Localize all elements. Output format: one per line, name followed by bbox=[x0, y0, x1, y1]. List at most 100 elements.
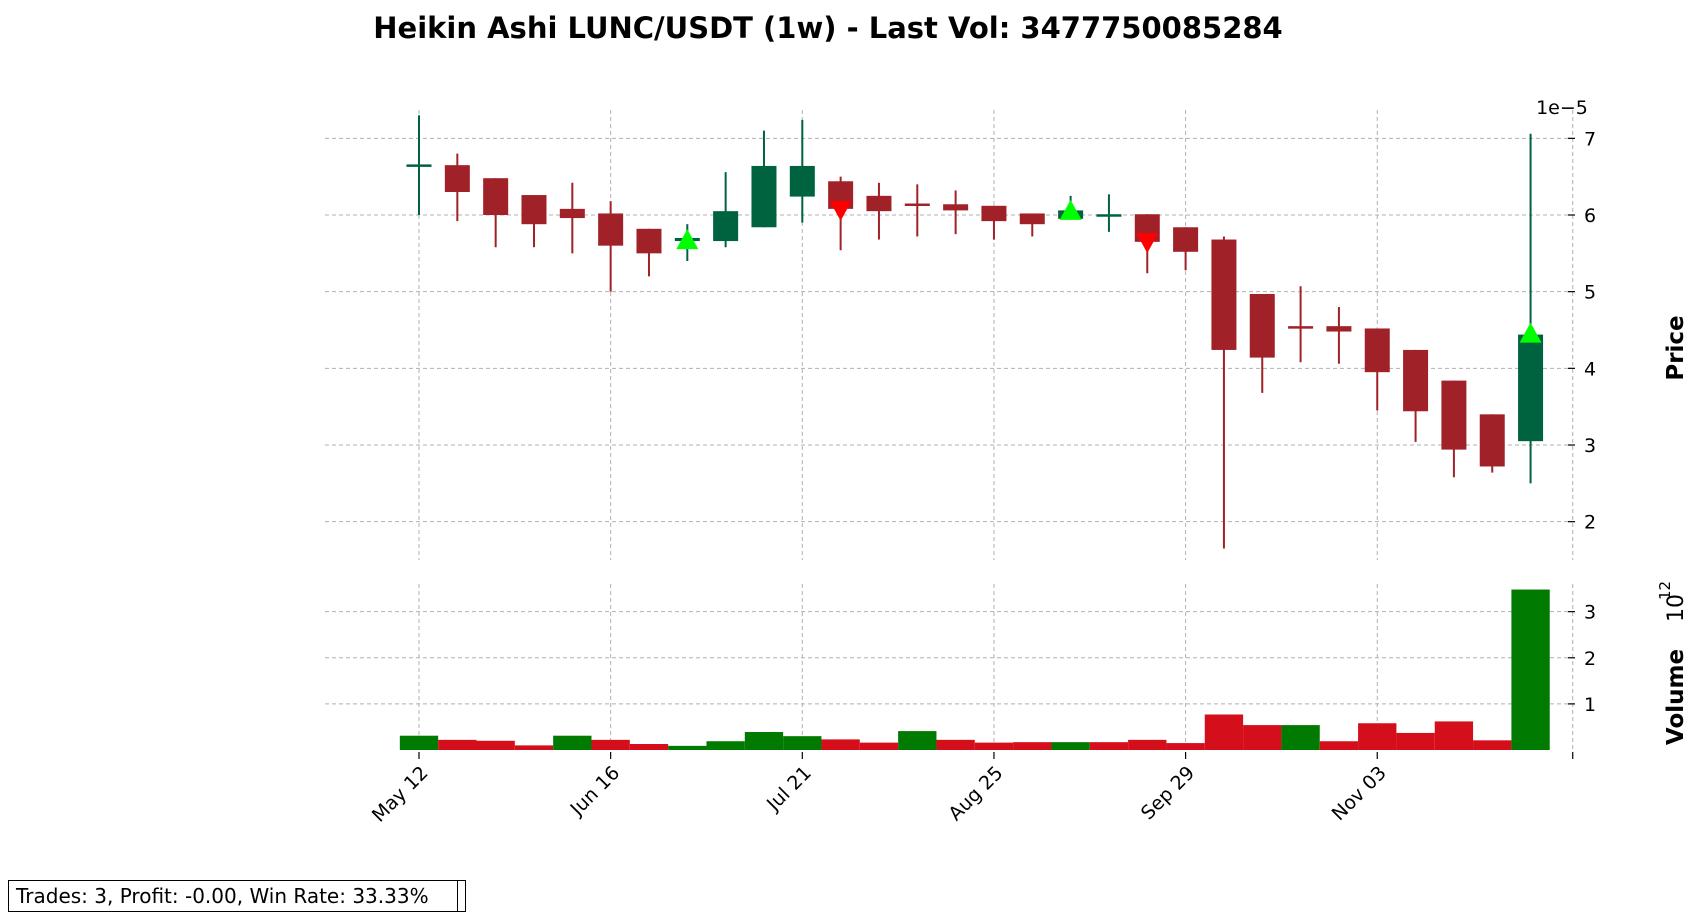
volume-bar bbox=[706, 741, 745, 750]
trade-summary-box: Trades: 3, Profit: -0.00, Win Rate: 33.3… bbox=[8, 880, 458, 912]
volume-bar bbox=[859, 742, 899, 750]
volume-bar bbox=[553, 735, 592, 750]
sell-marker bbox=[1136, 233, 1159, 254]
candle-body bbox=[1096, 214, 1122, 217]
candle bbox=[598, 201, 624, 292]
candle bbox=[1479, 414, 1505, 473]
volume-bar bbox=[629, 744, 669, 750]
volume-tick-label: 3 bbox=[1584, 602, 1596, 624]
candle bbox=[1518, 133, 1544, 484]
price-tick-label: 5 bbox=[1584, 282, 1596, 304]
candle-body bbox=[1288, 326, 1314, 329]
volume-bar bbox=[974, 742, 1014, 750]
candle bbox=[483, 178, 509, 248]
candle bbox=[1364, 328, 1390, 411]
candle-body bbox=[521, 195, 547, 225]
volume-bar bbox=[1511, 589, 1550, 750]
volume-tick-label: 2 bbox=[1584, 648, 1596, 670]
volume-bar bbox=[744, 732, 784, 750]
price-axis-label: Price bbox=[1663, 315, 1689, 380]
x-tick-label: Jul 21 bbox=[762, 762, 816, 816]
volume-bar bbox=[783, 736, 822, 750]
candle-body bbox=[904, 203, 930, 206]
volume-offset-exponent: 12 bbox=[1656, 581, 1674, 600]
volume-axis: 1 2 3 bbox=[1568, 602, 1596, 716]
volume-bar bbox=[1473, 740, 1512, 750]
volume-bar bbox=[1434, 721, 1474, 750]
candle bbox=[981, 205, 1007, 240]
candle-body bbox=[751, 165, 777, 228]
buy-marker bbox=[1519, 322, 1542, 343]
candle bbox=[1403, 349, 1429, 442]
trade-markers bbox=[676, 199, 1542, 343]
volume-bar bbox=[1319, 741, 1359, 750]
candle bbox=[904, 184, 930, 237]
candle-body bbox=[636, 228, 662, 254]
candle-body bbox=[981, 205, 1007, 222]
candle bbox=[866, 182, 892, 240]
x-tick-label: May 12 bbox=[368, 762, 433, 827]
buy-marker bbox=[676, 229, 699, 250]
candle bbox=[521, 195, 547, 248]
candle-body bbox=[789, 165, 815, 197]
candle-body bbox=[1364, 328, 1390, 373]
candle bbox=[789, 119, 815, 223]
volume-bars bbox=[399, 589, 1550, 750]
volume-bar bbox=[399, 735, 439, 750]
candle bbox=[1441, 380, 1467, 478]
candle-body bbox=[713, 211, 739, 242]
candle-body bbox=[1518, 334, 1544, 442]
price-tick-label: 2 bbox=[1584, 512, 1596, 534]
candle bbox=[1326, 307, 1352, 364]
trade-summary-text: Trades: 3, Profit: -0.00, Win Rate: 33.3… bbox=[16, 884, 429, 908]
candle bbox=[559, 182, 585, 254]
candle-body bbox=[559, 208, 585, 219]
candle-body bbox=[1211, 239, 1237, 350]
volume-bar bbox=[936, 739, 975, 750]
price-offset-label: 1e−5 bbox=[1536, 97, 1588, 119]
x-tick-label: Nov 03 bbox=[1328, 762, 1391, 825]
volume-bar bbox=[1166, 743, 1205, 750]
volume-tick-label: 1 bbox=[1584, 694, 1596, 716]
volume-grid bbox=[325, 611, 1568, 705]
candle bbox=[1211, 236, 1237, 549]
buy-marker bbox=[1059, 199, 1082, 220]
x-axis: May 12 Jun 16 Jul 21 Aug 25 Sep 29 Nov 03 bbox=[368, 752, 1574, 827]
volume-bar bbox=[1128, 739, 1167, 750]
candle-body bbox=[1173, 227, 1199, 252]
candle bbox=[1096, 194, 1122, 232]
sell-marker bbox=[829, 200, 852, 221]
candles bbox=[406, 115, 1544, 549]
volume-bar bbox=[821, 739, 860, 750]
candle bbox=[1019, 213, 1045, 237]
volume-bar bbox=[514, 745, 554, 750]
volume-axis-label: Volume bbox=[1663, 649, 1689, 745]
volume-bar bbox=[898, 731, 937, 750]
candle bbox=[444, 153, 470, 222]
candle-body bbox=[483, 178, 509, 215]
candle-body bbox=[406, 164, 432, 167]
candle bbox=[406, 115, 432, 215]
candle bbox=[1288, 286, 1314, 363]
volume-bar bbox=[476, 740, 515, 750]
price-tick-label: 7 bbox=[1584, 128, 1596, 150]
candle-body bbox=[444, 165, 470, 192]
volume-bar bbox=[1013, 742, 1052, 750]
volume-bar bbox=[1358, 723, 1397, 750]
volume-bar bbox=[1243, 725, 1282, 750]
candle bbox=[636, 228, 662, 277]
volume-bar bbox=[1396, 732, 1435, 750]
price-tick-label: 4 bbox=[1584, 358, 1596, 380]
volume-bar bbox=[1204, 714, 1244, 750]
x-grid bbox=[418, 110, 1574, 750]
x-tick-label: Sep 29 bbox=[1137, 762, 1199, 824]
candle-body bbox=[866, 195, 892, 212]
volume-bar bbox=[1089, 742, 1129, 750]
candle-body bbox=[1441, 380, 1467, 450]
candle bbox=[713, 172, 739, 248]
candle-body bbox=[1403, 349, 1429, 412]
price-tick-label: 3 bbox=[1584, 435, 1596, 457]
x-tick-label: Aug 25 bbox=[944, 762, 1007, 825]
candle-body bbox=[1326, 326, 1352, 332]
